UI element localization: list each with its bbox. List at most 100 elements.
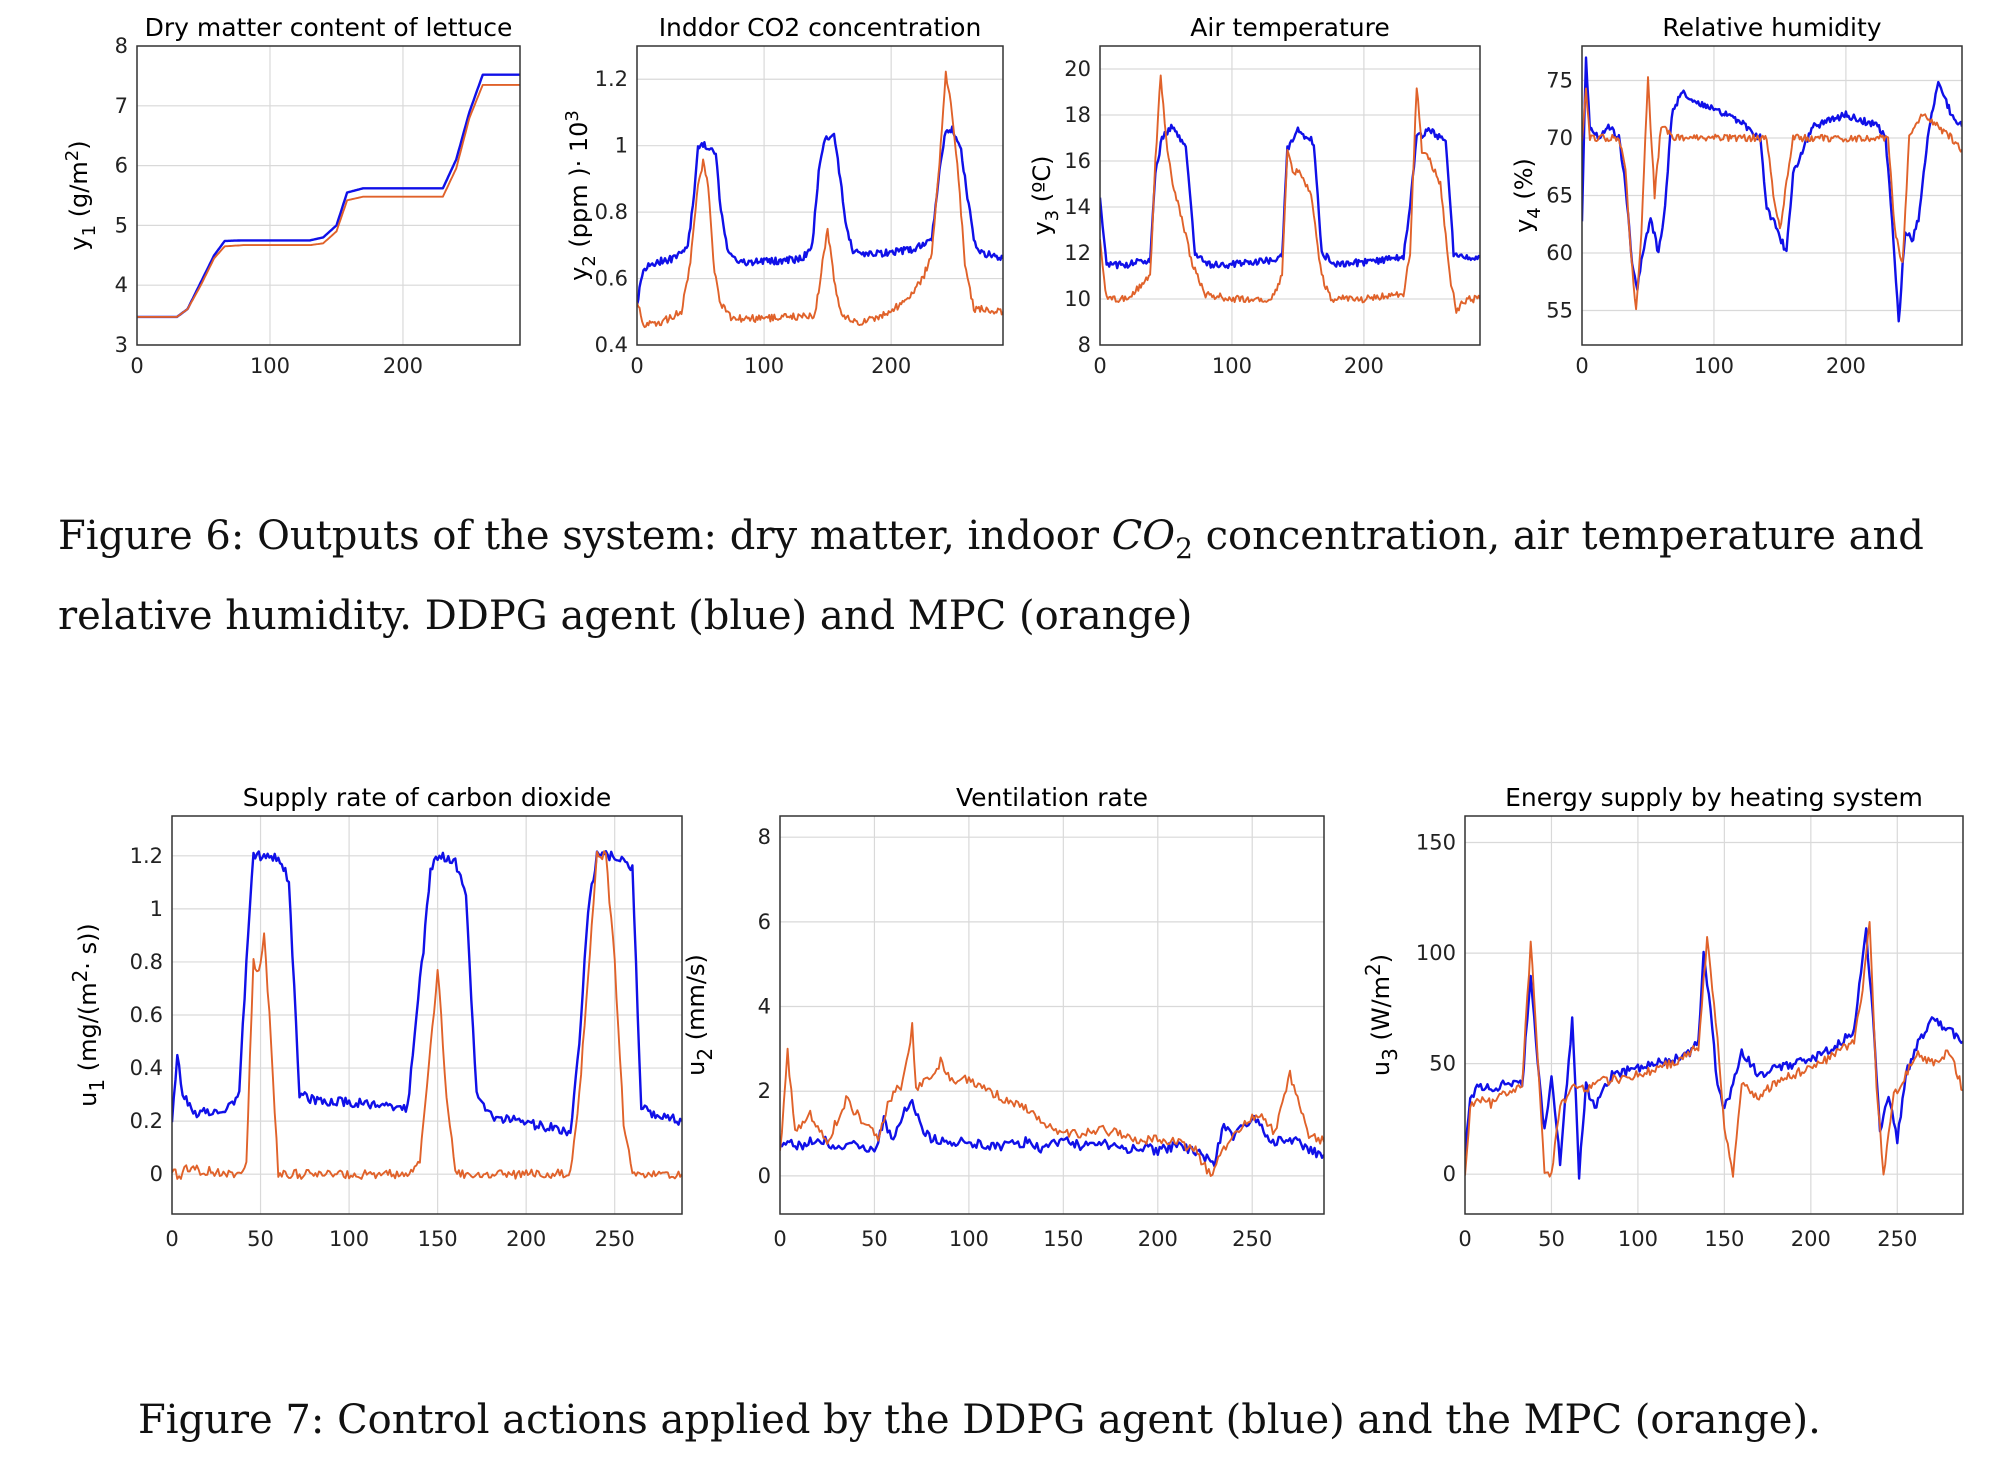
x-tick-label: 50 xyxy=(247,1227,274,1251)
y-tick-label: 60 xyxy=(1546,241,1573,265)
series-line-mpc xyxy=(637,70,1003,329)
x-tick-label: 150 xyxy=(1043,1227,1083,1251)
x-tick-label: 250 xyxy=(1877,1227,1917,1251)
figure6-caption-math: CO xyxy=(1111,513,1176,559)
x-tick-label: 0 xyxy=(773,1227,786,1251)
x-tick-label: 100 xyxy=(744,354,784,378)
x-tick-label: 100 xyxy=(1212,354,1252,378)
chart-title: Ventilation rate xyxy=(956,783,1148,812)
x-tick-label: 100 xyxy=(250,354,290,378)
chart-title: Relative humidity xyxy=(1662,13,1881,42)
y-tick-label: 7 xyxy=(115,94,128,118)
x-tick-label: 250 xyxy=(1232,1227,1272,1251)
x-tick-label: 50 xyxy=(861,1227,888,1251)
y-tick-label: 6 xyxy=(758,910,771,934)
x-tick-label: 200 xyxy=(1826,354,1866,378)
y-tick-label: 0 xyxy=(758,1164,771,1188)
series-line-ddpg xyxy=(1582,56,1962,323)
chart-c6: 0 50 100 150 200 250 0 2 4 6 8 Ventilation rate u2 (… xyxy=(682,783,1325,1251)
y-tick-label: 10 xyxy=(1064,287,1091,311)
chart-c7: 0 50 100 150 200 250 0 50 100 150 Energy supply by… xyxy=(1361,783,1964,1251)
chart-c1: 0 100 200 3 4 5 6 7 8 Dry matter content of lettu… xyxy=(62,13,521,378)
figure6-caption-sub: 2 xyxy=(1175,532,1193,565)
x-tick-label: 0 xyxy=(130,354,143,378)
chart-title: Air temperature xyxy=(1190,13,1389,42)
y-tick-label: 6 xyxy=(115,154,128,178)
y-tick-label: 20 xyxy=(1064,57,1091,81)
y-tick-label: 8 xyxy=(758,825,771,849)
series-line-mpc xyxy=(1582,76,1962,311)
x-tick-label: 100 xyxy=(949,1227,989,1251)
x-tick-label: 200 xyxy=(1791,1227,1831,1251)
x-tick-label: 0 xyxy=(1458,1227,1471,1251)
y-tick-label: 100 xyxy=(1416,941,1456,965)
figure6-caption-line2: relative humidity. DDPG agent (blue) and… xyxy=(58,593,1193,639)
y-tick-label: 4 xyxy=(115,273,128,297)
x-tick-label: 0 xyxy=(165,1227,178,1251)
y-tick-label: 8 xyxy=(115,34,128,58)
series-line-ddpg xyxy=(637,125,1003,306)
y-tick-label: 1 xyxy=(150,897,163,921)
plot-frame xyxy=(136,45,521,346)
series-line-mpc xyxy=(172,850,682,1180)
plot-frame xyxy=(1581,45,1963,346)
y-tick-label: 5 xyxy=(115,213,128,237)
x-tick-label: 200 xyxy=(1344,354,1384,378)
x-tick-label: 250 xyxy=(595,1227,635,1251)
chart-title: Inddor CO2 concentration xyxy=(659,13,982,42)
x-tick-label: 0 xyxy=(1093,354,1106,378)
x-tick-label: 200 xyxy=(871,354,911,378)
chart-title: Energy supply by heating system xyxy=(1505,783,1923,812)
series-line-mpc xyxy=(1100,74,1480,314)
x-tick-label: 200 xyxy=(383,354,423,378)
plot-frame xyxy=(171,815,683,1215)
plot-frame xyxy=(779,815,1325,1215)
y-axis-label: y4 (%) xyxy=(1510,158,1545,233)
x-tick-label: 200 xyxy=(506,1227,546,1251)
y-tick-label: 0.8 xyxy=(595,200,628,224)
y-tick-label: 4 xyxy=(758,995,771,1019)
figure6-caption-post: concentration, air temperature and xyxy=(1192,513,1924,559)
chart-c4: 0 100 200 55 60 65 70 75 Relative humidity y4 (%) xyxy=(1510,13,1963,378)
y-tick-label: 0 xyxy=(1443,1162,1456,1186)
x-tick-label: 0 xyxy=(630,354,643,378)
chart-c2: 0 100 200 0.4 0.6 0.8 1 1.2 Inddor CO2 concentra… xyxy=(562,13,1004,378)
y-tick-label: 0.4 xyxy=(595,333,628,357)
y-tick-label: 18 xyxy=(1064,103,1091,127)
x-tick-label: 200 xyxy=(1138,1227,1178,1251)
y-axis-label: u2 (mm/s) xyxy=(682,954,717,1076)
chart-title: Dry matter content of lettuce xyxy=(145,13,513,42)
y-tick-label: 14 xyxy=(1064,195,1091,219)
chart-c3: 0 100 200 8 10 12 14 16 18 20 Air temperature y3 (º… xyxy=(1028,13,1481,378)
y-tick-label: 55 xyxy=(1546,299,1573,323)
y-tick-label: 0.2 xyxy=(130,1109,163,1133)
y-tick-label: 0 xyxy=(150,1162,163,1186)
y-tick-label: 150 xyxy=(1416,831,1456,855)
figure7-caption: Figure 7: Control actions applied by the… xyxy=(138,1397,1821,1443)
x-tick-label: 50 xyxy=(1538,1227,1565,1251)
plot-frame xyxy=(636,45,1004,346)
x-tick-label: 100 xyxy=(1618,1227,1658,1251)
series-line-ddpg xyxy=(1100,123,1480,270)
chart-title: Supply rate of carbon dioxide xyxy=(243,783,612,812)
y-tick-label: 3 xyxy=(115,333,128,357)
x-tick-label: 100 xyxy=(329,1227,369,1251)
y-tick-label: 0.4 xyxy=(130,1056,163,1080)
y-tick-label: 0.8 xyxy=(130,950,163,974)
plot-frame xyxy=(1464,815,1964,1215)
y-axis-label: y2 (ppm )· 103 xyxy=(562,110,600,281)
y-tick-label: 70 xyxy=(1546,126,1573,150)
series-line-mpc xyxy=(780,1022,1324,1177)
y-tick-label: 16 xyxy=(1064,149,1091,173)
y-tick-label: 0.6 xyxy=(130,1003,163,1027)
series-line-mpc xyxy=(137,83,520,318)
y-tick-label: 65 xyxy=(1546,184,1573,208)
y-axis-label: y1 (g/m2) xyxy=(62,140,100,250)
y-tick-label: 50 xyxy=(1429,1052,1456,1076)
y-tick-label: 1 xyxy=(615,134,628,158)
y-tick-label: 12 xyxy=(1064,241,1091,265)
x-tick-label: 0 xyxy=(1575,354,1588,378)
x-tick-label: 150 xyxy=(418,1227,458,1251)
